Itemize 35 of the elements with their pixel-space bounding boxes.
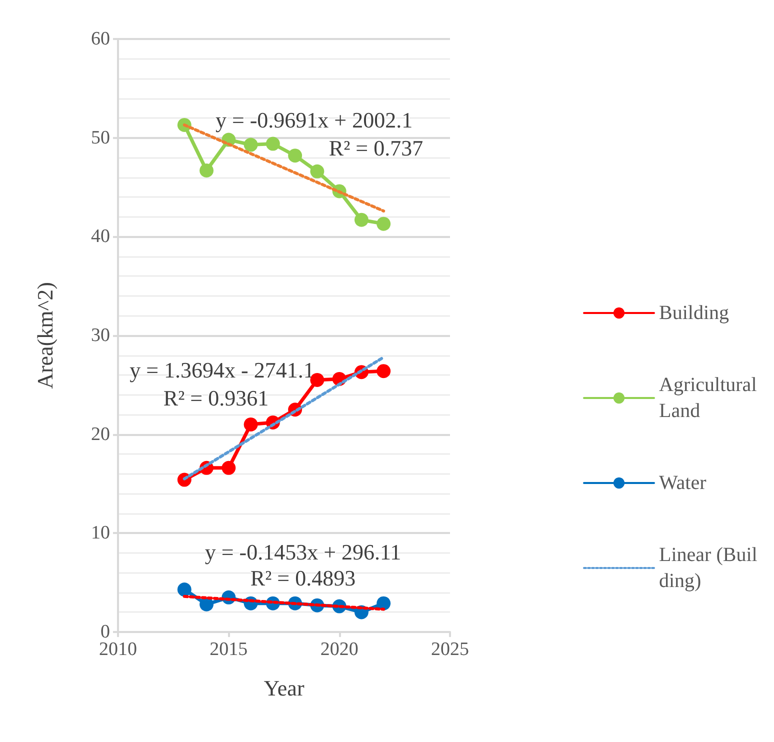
point bbox=[376, 216, 391, 231]
legend-label: Water bbox=[659, 472, 707, 494]
y-tick-label: 50 bbox=[91, 127, 110, 148]
y-tick-label: 40 bbox=[91, 226, 110, 248]
point bbox=[244, 138, 258, 152]
point bbox=[376, 596, 391, 610]
x-axis-title: Year bbox=[264, 676, 305, 700]
point bbox=[200, 597, 214, 612]
point bbox=[200, 163, 214, 178]
point bbox=[288, 148, 302, 163]
point bbox=[354, 212, 368, 227]
y-tick-label: 10 bbox=[91, 522, 110, 544]
legend-label: AgriculturalLand bbox=[659, 374, 758, 422]
annotation: R² = 0.4893 bbox=[250, 566, 356, 590]
x-tick-label: 2025 bbox=[431, 639, 469, 660]
legend-label: Linear (Building) bbox=[659, 544, 758, 592]
annotation: y = -0.1453x + 296.11 bbox=[204, 540, 402, 564]
x-tick-label: 2020 bbox=[320, 639, 358, 660]
y-tick-label: 20 bbox=[91, 424, 110, 445]
annotation: y = 1.3694x - 2741.1 bbox=[130, 358, 314, 382]
point bbox=[222, 460, 236, 475]
annotation: R² = 0.737 bbox=[328, 136, 424, 160]
point bbox=[310, 372, 324, 387]
point bbox=[177, 582, 192, 596]
legend-label: Building bbox=[659, 302, 730, 324]
x-tick-label: 2015 bbox=[210, 639, 248, 660]
point bbox=[310, 164, 324, 178]
point bbox=[266, 136, 280, 151]
y-axis-title: Area(km^2) bbox=[32, 282, 58, 389]
y-tick-label: 60 bbox=[91, 28, 110, 50]
annotation: y = -0.9691x + 2002.1 bbox=[215, 108, 413, 132]
y-tick-label: 30 bbox=[91, 325, 110, 346]
annotation: R² = 0.9361 bbox=[163, 386, 269, 410]
point bbox=[376, 364, 391, 378]
point bbox=[244, 417, 258, 432]
